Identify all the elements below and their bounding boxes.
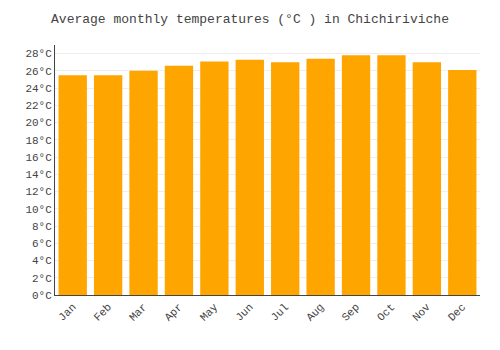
svg-text:28°C: 28°C [25,48,52,60]
svg-text:2°C: 2°C [32,273,52,285]
svg-text:14°C: 14°C [25,169,52,181]
svg-text:16°C: 16°C [25,152,52,164]
svg-text:Aug: Aug [304,301,326,323]
svg-text:Dec: Dec [446,301,468,323]
svg-text:Average monthly temperatures (: Average monthly temperatures (°C ) in Ch… [51,12,449,27]
svg-text:Feb: Feb [92,301,114,323]
svg-text:20°C: 20°C [25,117,52,129]
svg-text:12°C: 12°C [25,186,52,198]
svg-text:4°C: 4°C [32,255,52,267]
svg-text:Nov: Nov [410,301,433,324]
svg-text:Mar: Mar [127,301,149,323]
svg-text:10°C: 10°C [25,204,52,216]
svg-text:8°C: 8°C [32,221,52,233]
svg-text:Jun: Jun [233,301,255,323]
svg-text:Sep: Sep [340,301,362,323]
svg-text:18°C: 18°C [25,135,52,147]
svg-text:6°C: 6°C [32,238,52,250]
svg-text:Apr: Apr [162,301,184,323]
svg-text:Oct: Oct [375,301,397,323]
svg-text:May: May [198,301,221,324]
svg-text:24°C: 24°C [25,83,52,95]
svg-text:22°C: 22°C [25,100,52,112]
svg-text:Jan: Jan [56,301,78,323]
svg-text:26°C: 26°C [25,66,52,78]
svg-text:Jul: Jul [269,301,291,323]
svg-text:0°C: 0°C [32,290,52,302]
